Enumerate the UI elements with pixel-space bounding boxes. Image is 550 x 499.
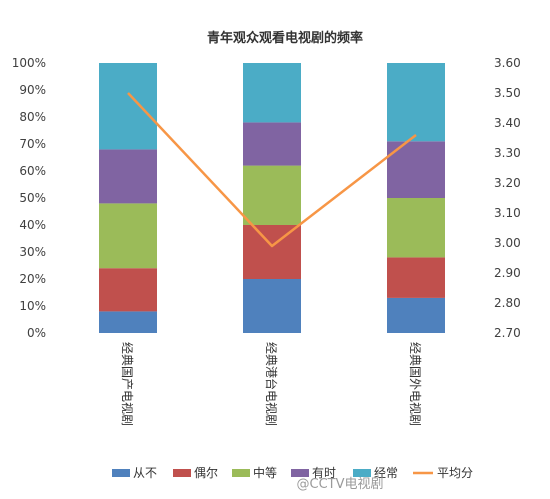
category-label-char: 台 bbox=[264, 378, 279, 390]
bar-segment bbox=[243, 165, 301, 225]
category-label-char: 典 bbox=[264, 354, 278, 366]
category-label-char: 视 bbox=[408, 402, 423, 414]
category-label-char: 经 bbox=[120, 342, 134, 354]
bar-segment bbox=[243, 279, 301, 333]
legend-swatch bbox=[173, 469, 191, 477]
left-tick-label: 90% bbox=[19, 83, 46, 97]
legend-swatch bbox=[291, 469, 309, 477]
bar-segment bbox=[243, 225, 301, 279]
right-tick-label: 3.50 bbox=[494, 86, 521, 100]
legend-item: 从不 bbox=[112, 466, 157, 480]
category-label-char: 剧 bbox=[120, 414, 134, 426]
legend-item: 有时 bbox=[291, 466, 336, 480]
legend: 从不 偶尔 中等 有时 经常 平均分 bbox=[112, 465, 473, 480]
category-label-char: 经 bbox=[408, 342, 422, 354]
right-tick-label: 2.70 bbox=[494, 326, 521, 340]
legend-item: 偶尔 bbox=[173, 465, 218, 480]
bar-segment bbox=[99, 268, 157, 312]
legend-label: 从不 bbox=[133, 466, 157, 480]
legend-swatch bbox=[112, 469, 130, 477]
right-tick-label: 3.20 bbox=[494, 176, 521, 190]
right-tick-label: 2.80 bbox=[494, 296, 521, 310]
category-label-char: 电 bbox=[264, 390, 278, 402]
legend-swatch bbox=[232, 469, 250, 477]
left-tick-label: 80% bbox=[19, 110, 46, 124]
bar-segment bbox=[387, 297, 445, 333]
bar-segment bbox=[387, 257, 445, 298]
category-label-char: 剧 bbox=[264, 414, 278, 426]
left-tick-label: 30% bbox=[19, 245, 46, 259]
category-label-char: 电 bbox=[408, 390, 422, 402]
left-tick-label: 40% bbox=[19, 218, 46, 232]
bar-segment bbox=[243, 122, 301, 166]
category-label-char: 典 bbox=[120, 354, 134, 366]
left-tick-label: 70% bbox=[19, 137, 46, 151]
legend-label: 经常 bbox=[374, 466, 398, 480]
category-label-char: 视 bbox=[120, 402, 135, 414]
legend-label: 中等 bbox=[253, 465, 277, 480]
legend-label: 平均分 bbox=[437, 466, 473, 480]
bar-segment bbox=[99, 203, 157, 269]
category-label-char: 港 bbox=[264, 366, 278, 378]
legend-item: 平均分 bbox=[413, 466, 473, 480]
bars bbox=[99, 63, 445, 333]
category-label-char: 典 bbox=[408, 354, 422, 366]
legend-label: 偶尔 bbox=[194, 465, 218, 480]
bar-segment bbox=[99, 311, 157, 333]
right-tick-label: 3.10 bbox=[494, 206, 521, 220]
legend-label: 有时 bbox=[312, 466, 336, 480]
left-tick-label: 20% bbox=[19, 272, 46, 286]
average-line bbox=[127, 92, 417, 248]
left-tick-label: 50% bbox=[19, 191, 46, 205]
category-label-char: 外 bbox=[408, 378, 422, 390]
bar-segment bbox=[243, 63, 301, 123]
right-tick-label: 3.00 bbox=[494, 236, 521, 250]
category-label-char: 国 bbox=[120, 366, 134, 378]
right-tick-label: 3.30 bbox=[494, 146, 521, 160]
category-label-char: 电 bbox=[120, 390, 134, 402]
right-tick-label: 3.40 bbox=[494, 116, 521, 130]
legend-item: 中等 bbox=[232, 465, 277, 480]
legend-item: 经常 bbox=[353, 466, 398, 480]
category-label-char: 视 bbox=[264, 402, 279, 414]
left-tick-label: 0% bbox=[27, 326, 46, 340]
category-label-char: 国 bbox=[408, 366, 422, 378]
left-tick-label: 60% bbox=[19, 164, 46, 178]
right-tick-label: 3.60 bbox=[494, 56, 521, 70]
right-axis: 2.70 2.80 2.90 3.00 3.10 3.20 3.30 3.40 3.50 3.60 bbox=[494, 56, 521, 340]
category-label-char: 经 bbox=[264, 342, 278, 354]
left-axis: 0% 10% 20% 30% 40% 50% 60% 70% 80% 90% 100% bbox=[12, 56, 46, 340]
bar-segment bbox=[99, 63, 157, 150]
category-label-char: 剧 bbox=[408, 414, 422, 426]
left-tick-label: 10% bbox=[19, 299, 46, 313]
chart-title: 青年观众观看电视剧的频率 bbox=[207, 30, 363, 46]
bar-segment bbox=[387, 63, 445, 142]
left-tick-label: 100% bbox=[12, 56, 46, 70]
bar-segment bbox=[99, 149, 157, 204]
category-label-char: 产 bbox=[120, 378, 134, 390]
bar-segment bbox=[387, 198, 445, 258]
right-tick-label: 2.90 bbox=[494, 266, 521, 280]
watermark: @CCTV电视剧 bbox=[297, 477, 384, 492]
legend-swatch bbox=[353, 469, 371, 477]
